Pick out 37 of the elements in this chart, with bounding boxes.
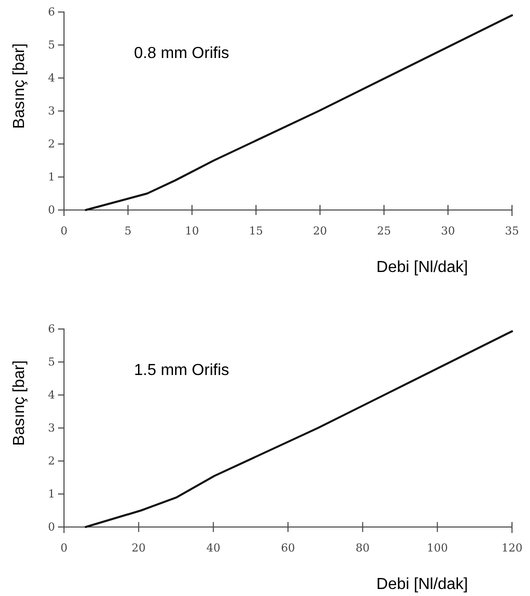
x-tick-label: 10 [185,224,199,238]
y-tick-label: 2 [48,454,55,468]
y-tick-label: 3 [48,422,55,435]
x-tick-label: 15 [249,224,263,238]
x-tick-label: 80 [356,541,370,554]
x-tick-label: 100 [426,541,448,554]
line-series [84,330,513,528]
y-tick-label: 0 [48,520,55,534]
y-tick-label: 4 [48,388,55,402]
y-tick-label: 6 [48,6,55,19]
y-tick-label: 4 [48,72,55,85]
y-tick-label: 6 [48,322,55,336]
line-series [84,14,513,211]
y-tick-label: 0 [48,204,55,217]
y-axis-title: Basınç [bar] [11,43,28,129]
x-tick-label: 25 [377,224,391,238]
y-tick-label: 1 [48,488,55,501]
x-tick-label: 5 [124,224,132,238]
x-axis-title: Debi [Nl/dak] [376,576,468,593]
y-tick-label: 5 [48,356,55,369]
x-axis-title: Debi [Nl/dak] [376,259,468,276]
annotation: 1.5 mm Orifis [134,362,230,379]
x-tick-label: 40 [206,541,220,554]
y-axis-title: Basınç [bar] [11,360,28,446]
y-tick-label: 3 [48,104,55,118]
x-tick-label: 35 [505,224,519,238]
y-tick-label: 1 [48,170,55,184]
x-tick-label: 60 [281,541,295,554]
x-tick-label: 30 [441,224,455,238]
x-tick-label: 20 [313,224,327,238]
y-tick-label: 2 [48,138,55,151]
x-tick-label: 120 [502,541,522,554]
x-tick-label: 0 [60,541,68,554]
x-tick-label: 20 [132,541,146,554]
annotation: 0.8 mm Orifis [134,45,230,62]
x-tick-label: 0 [60,224,68,238]
y-tick-label: 5 [48,38,55,52]
